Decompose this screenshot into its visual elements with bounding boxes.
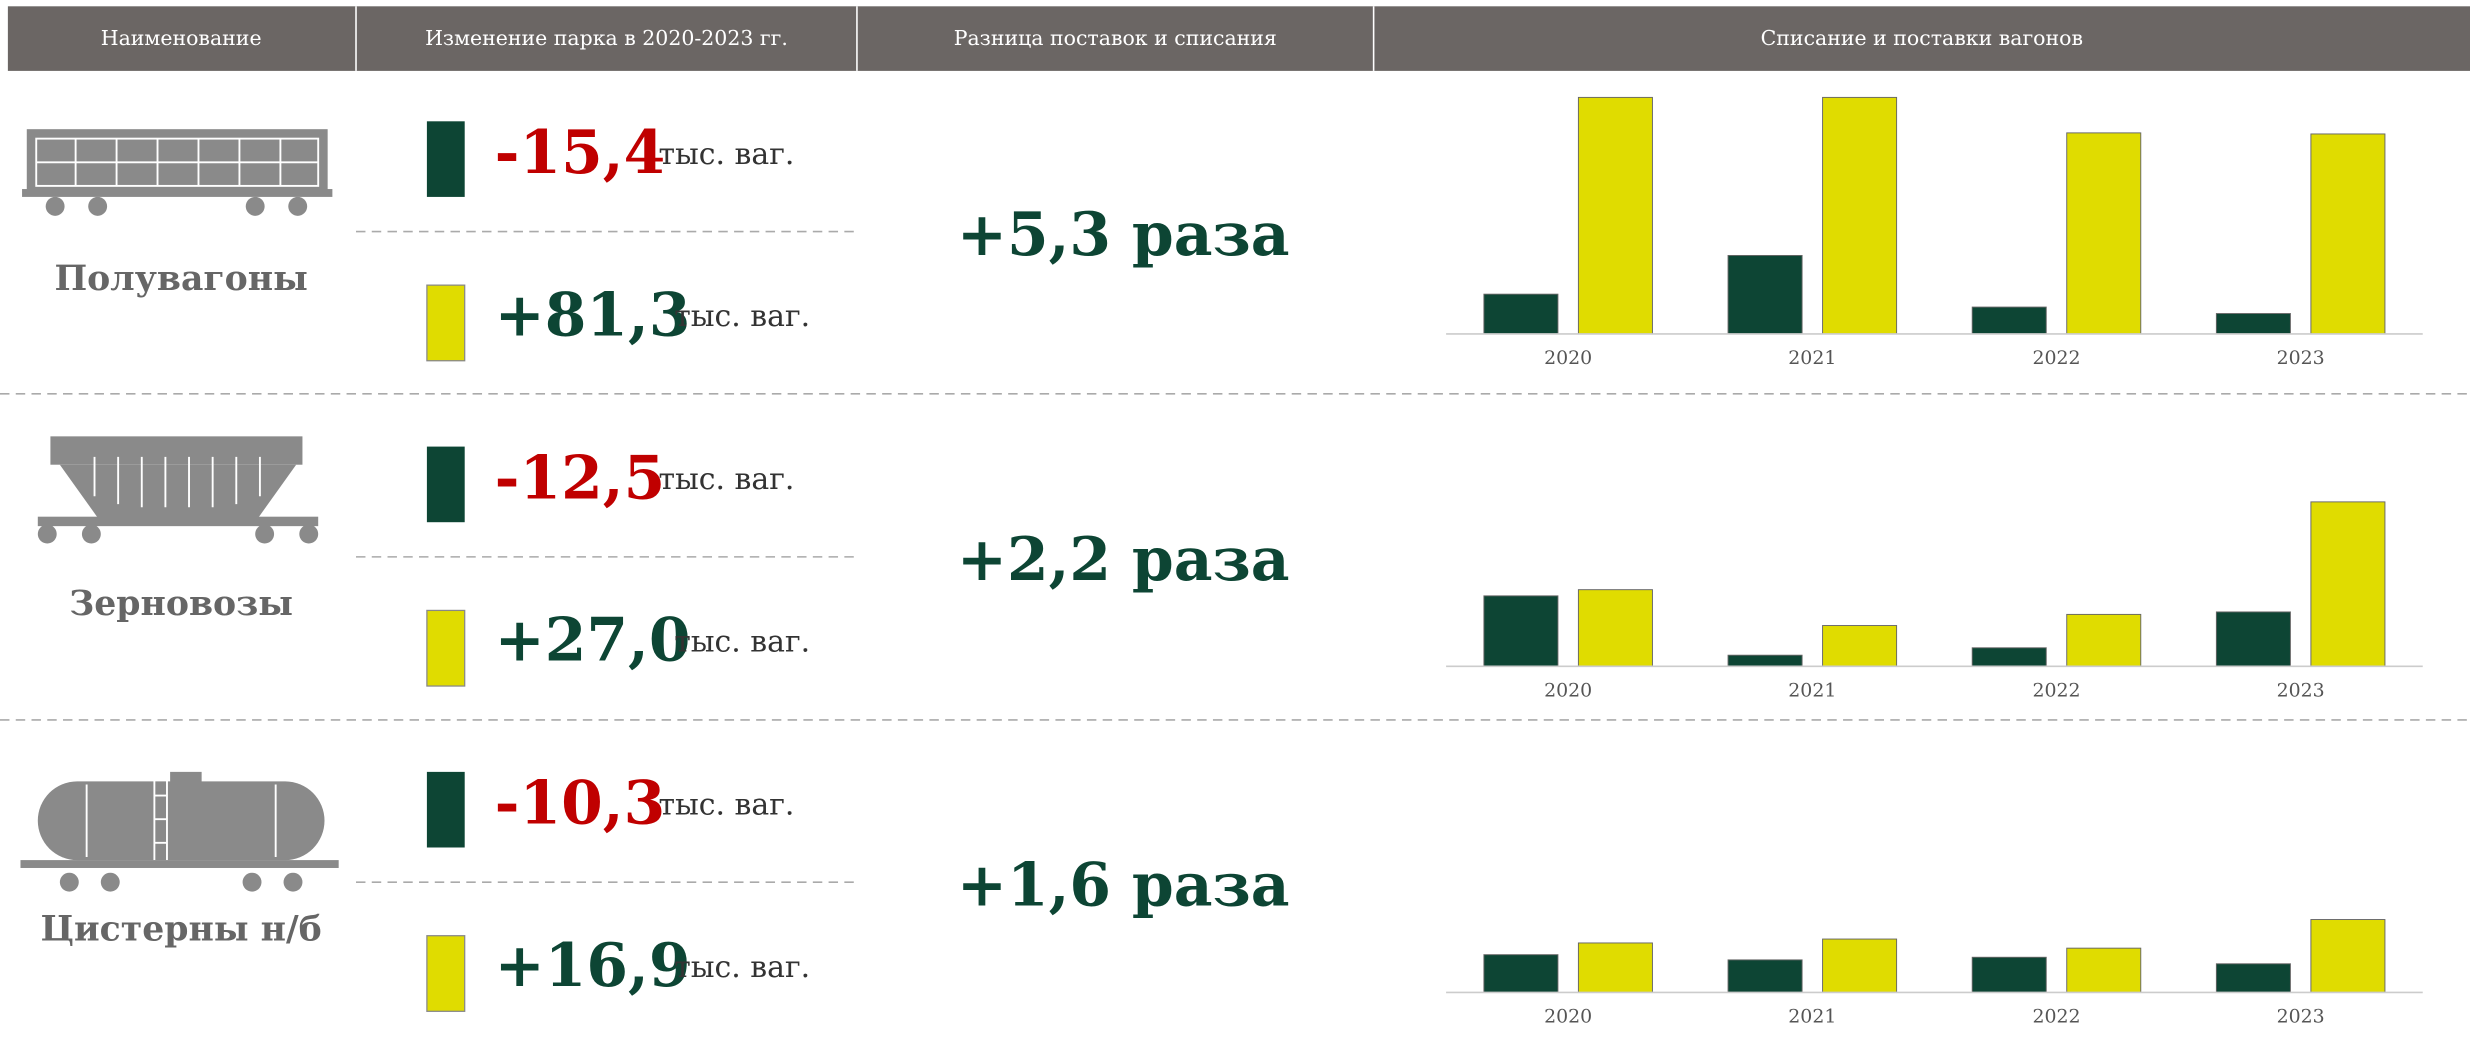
supply-swatch xyxy=(427,285,465,361)
tank-icon xyxy=(20,772,338,892)
gondola-icon xyxy=(22,129,332,216)
bar xyxy=(1484,955,1558,993)
writeoff-value: -10,3 xyxy=(495,769,666,839)
supply-value: +27,0 xyxy=(495,606,691,676)
bar xyxy=(2067,948,2141,992)
bar xyxy=(2216,612,2290,666)
ratio: +5,3 раза xyxy=(957,200,1290,270)
writeoff-unit: тыс. ваг. xyxy=(658,462,794,497)
bar xyxy=(2311,134,2385,334)
x-tick-label: 2023 xyxy=(2277,1006,2325,1028)
bar xyxy=(1728,255,1802,333)
bar xyxy=(1578,943,1652,992)
x-tick-label: 2022 xyxy=(2032,347,2080,369)
bar xyxy=(1823,939,1897,992)
supply-value: +81,3 xyxy=(495,280,691,350)
hopper-icon xyxy=(38,436,318,543)
bar xyxy=(1484,596,1558,666)
bar xyxy=(1578,97,1652,334)
bar xyxy=(2067,614,2141,666)
bar xyxy=(1972,307,2046,334)
x-tick-label: 2022 xyxy=(2032,680,2080,702)
header-cell: Изменение парка в 2020-2023 гг. xyxy=(425,26,788,50)
x-tick-label: 2020 xyxy=(1544,1006,1592,1028)
x-tick-label: 2021 xyxy=(1788,347,1836,369)
x-tick-label: 2023 xyxy=(2277,347,2325,369)
bar xyxy=(2311,920,2385,993)
supply-unit: тыс. ваг. xyxy=(674,625,810,660)
x-tick-label: 2021 xyxy=(1788,680,1836,702)
writeoff-swatch xyxy=(427,121,465,197)
writeoff-unit: тыс. ваг. xyxy=(658,137,794,172)
x-tick-label: 2020 xyxy=(1544,680,1592,702)
x-tick-label: 2023 xyxy=(2277,680,2325,702)
infographic: Наименование Изменение парка в 2020-2023… xyxy=(0,0,2470,1040)
wagon-name: Зерновозы xyxy=(69,583,293,624)
bar xyxy=(1728,655,1802,666)
supply-unit: тыс. ваг. xyxy=(674,950,810,985)
header-cell: Списание и поставки вагонов xyxy=(1761,26,2083,50)
bar xyxy=(1728,960,1802,993)
header-cell: Разница поставок и списания xyxy=(954,26,1277,50)
bar xyxy=(2216,314,2290,334)
bar xyxy=(1972,957,2046,992)
ratio: +1,6 раза xyxy=(957,851,1290,921)
bar xyxy=(1972,648,2046,667)
wagon-name: Полувагоны xyxy=(54,258,307,299)
writeoff-value: -12,5 xyxy=(495,443,666,513)
bar xyxy=(1484,294,1558,334)
page: {"header": {"columns": ["Наименование", … xyxy=(0,0,2470,1040)
bar xyxy=(1578,590,1652,667)
x-tick-label: 2022 xyxy=(2032,1006,2080,1028)
bar xyxy=(2311,502,2385,666)
writeoff-value: -15,4 xyxy=(495,118,666,188)
x-tick-label: 2020 xyxy=(1544,347,1592,369)
writeoff-swatch xyxy=(427,447,465,523)
supply-value: +16,9 xyxy=(495,931,691,1001)
supply-unit: тыс. ваг. xyxy=(674,299,810,334)
wagon-name: Цистерны н/б xyxy=(41,908,322,949)
bar xyxy=(2067,133,2141,334)
ratio: +2,2 раза xyxy=(957,525,1290,595)
writeoff-swatch xyxy=(427,772,465,848)
supply-swatch xyxy=(427,936,465,1012)
supply-swatch xyxy=(427,610,465,686)
bar xyxy=(2216,964,2290,993)
writeoff-unit: тыс. ваг. xyxy=(658,788,794,823)
bar xyxy=(1823,97,1897,334)
x-tick-label: 2021 xyxy=(1788,1006,1836,1028)
header-cell: Наименование xyxy=(101,26,262,50)
bar xyxy=(1823,626,1897,667)
